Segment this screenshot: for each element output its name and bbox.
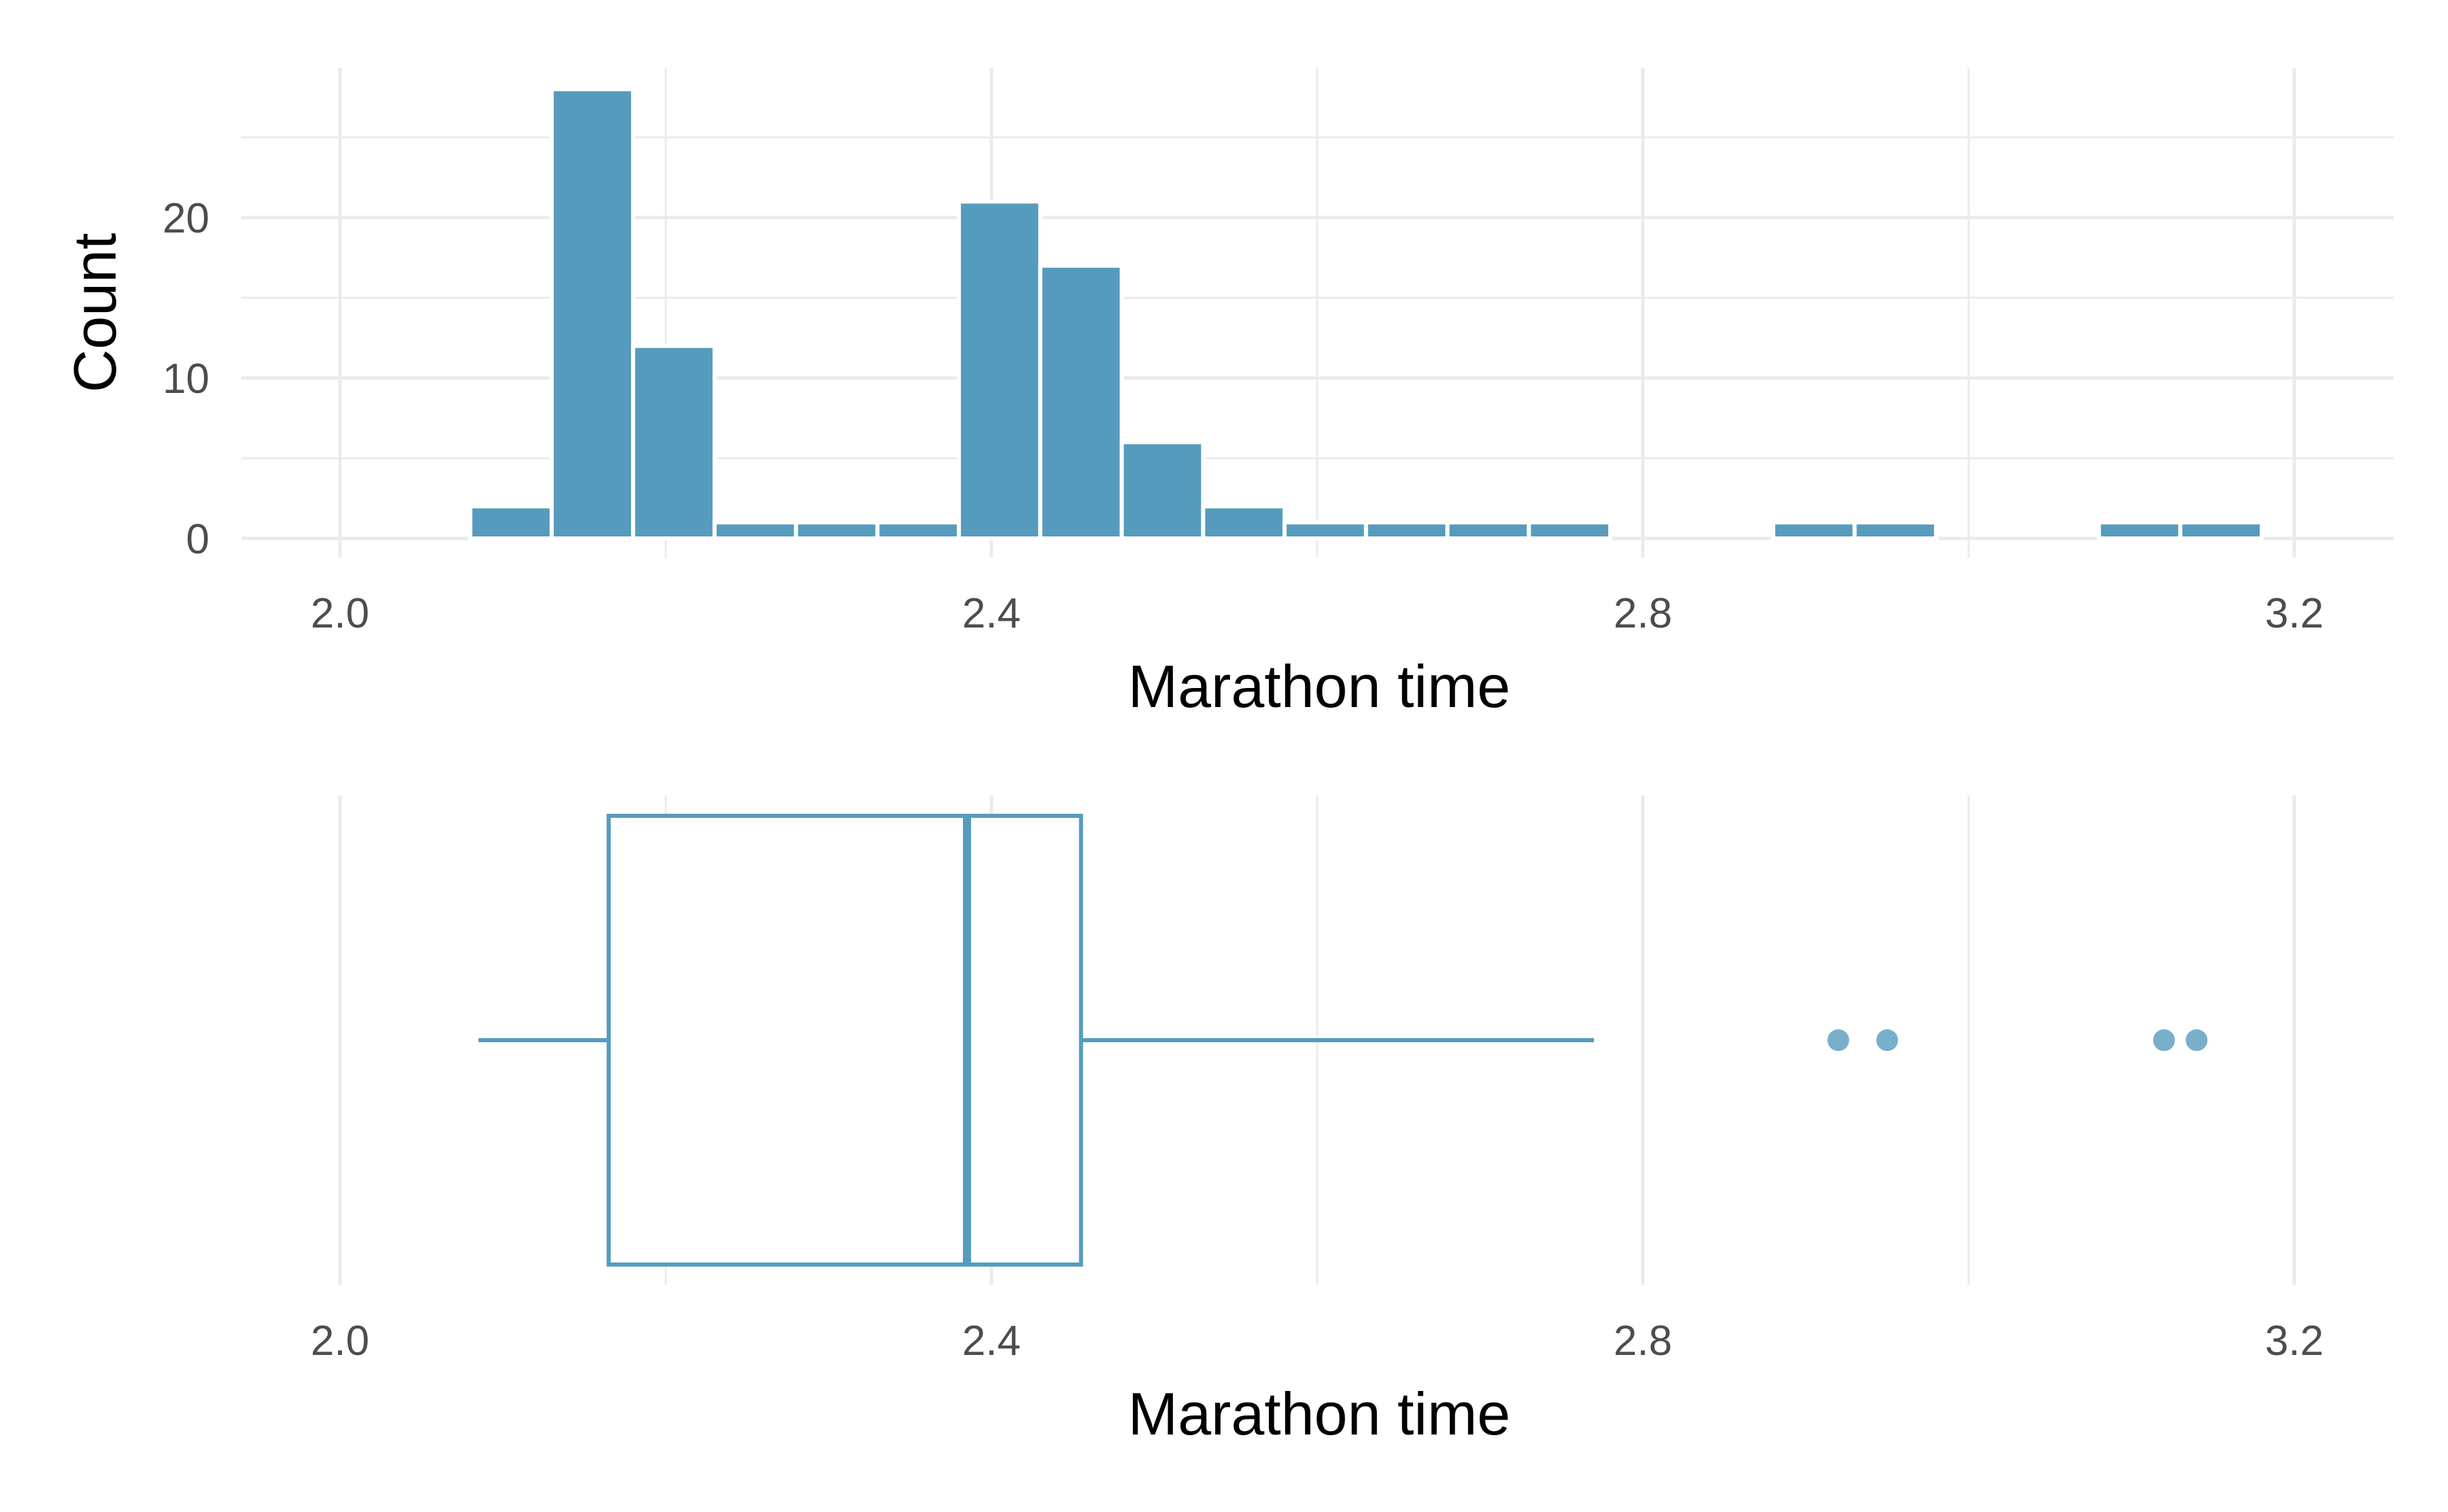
boxplot-x-tick-label: 2.8 <box>1614 1318 1672 1364</box>
boxplot-x-tick-labels: 2.0 2.4 2.8 3.2 <box>311 1318 2324 1364</box>
histogram-bar <box>468 504 554 540</box>
histogram-bar <box>1445 520 1531 541</box>
histogram-panel: 2.0 2.4 2.8 3.2 0 10 20 Marathon time Count <box>61 68 2394 720</box>
boxplot-x-tick-label: 2.4 <box>962 1318 1021 1364</box>
boxplot-x-axis-title: Marathon time <box>1128 1380 1510 1447</box>
histogram-y-tick-label: 10 <box>163 356 209 402</box>
histogram-bar <box>1282 520 1368 541</box>
histogram-bar <box>1038 263 1124 540</box>
histogram-x-tick-label: 3.2 <box>2265 590 2324 637</box>
histogram-y-axis-title: Count <box>61 233 129 393</box>
histogram-x-tick-label: 2.4 <box>962 590 1021 637</box>
boxplot-outlier-point <box>2153 1029 2175 1051</box>
boxplot-x-tick-label: 2.0 <box>311 1318 369 1364</box>
histogram-bar <box>2178 520 2264 541</box>
boxplot-iqr-box <box>607 814 1083 1267</box>
histogram-bar <box>794 520 880 541</box>
histogram-bars <box>468 87 2264 541</box>
histogram-y-tick-labels: 0 10 20 <box>163 195 209 563</box>
boxplot-marks <box>478 814 2208 1267</box>
boxplot-outlier-point <box>2186 1029 2208 1051</box>
histogram-bar <box>957 199 1042 540</box>
histogram-bar <box>1201 504 1287 540</box>
boxplot-outlier-point <box>1876 1029 1899 1051</box>
boxplot-panel: 2.0 2.4 2.8 3.2 Marathon time <box>311 795 2324 1447</box>
histogram-bar <box>1363 520 1450 541</box>
histogram-bar <box>1771 520 1857 541</box>
histogram-y-tick-label: 20 <box>163 195 209 242</box>
boxplot-outlier-point <box>1827 1029 1850 1051</box>
boxplot-x-tick-label: 3.2 <box>2265 1318 2324 1364</box>
histogram-bar <box>631 343 717 540</box>
histogram-bar <box>875 520 962 541</box>
histogram-x-tick-labels: 2.0 2.4 2.8 3.2 <box>311 590 2324 637</box>
histogram-bar <box>2096 520 2183 541</box>
histogram-x-tick-label: 2.8 <box>1614 590 1672 637</box>
histogram-bar <box>1852 520 1939 541</box>
histogram-bar <box>712 520 798 541</box>
histogram-x-axis-title: Marathon time <box>1128 653 1510 720</box>
histogram-bar <box>1119 440 1206 541</box>
histogram-x-tick-label: 2.0 <box>311 590 369 637</box>
histogram-bar <box>549 87 636 540</box>
histogram-bar <box>1527 520 1613 541</box>
histogram-y-tick-label: 0 <box>186 516 209 563</box>
